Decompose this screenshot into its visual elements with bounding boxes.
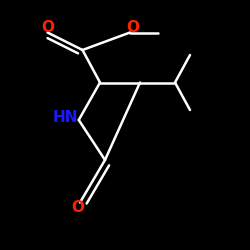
Text: HN: HN — [52, 110, 78, 125]
Text: O: O — [71, 200, 84, 215]
Text: O: O — [126, 20, 139, 35]
Text: O: O — [41, 20, 54, 35]
